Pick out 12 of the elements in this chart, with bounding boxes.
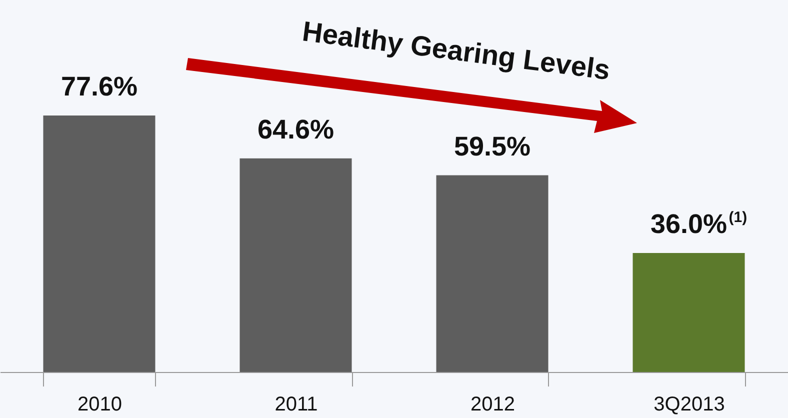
x-tick-label: 3Q2013	[654, 394, 725, 416]
data-label: 77.6%	[60, 71, 138, 102]
text: Healthy Gearing Levels	[300, 16, 612, 86]
x-tick-label: 2012	[470, 394, 516, 416]
data-label: 59.5%	[454, 131, 531, 162]
x-tick-label: 2011	[274, 394, 318, 416]
bar	[240, 158, 352, 372]
x-tick-label: 2010	[77, 394, 122, 416]
bar	[436, 175, 548, 372]
data-label: 64.6%	[257, 114, 334, 144]
bar	[632, 252, 745, 372]
bar	[43, 115, 156, 372]
